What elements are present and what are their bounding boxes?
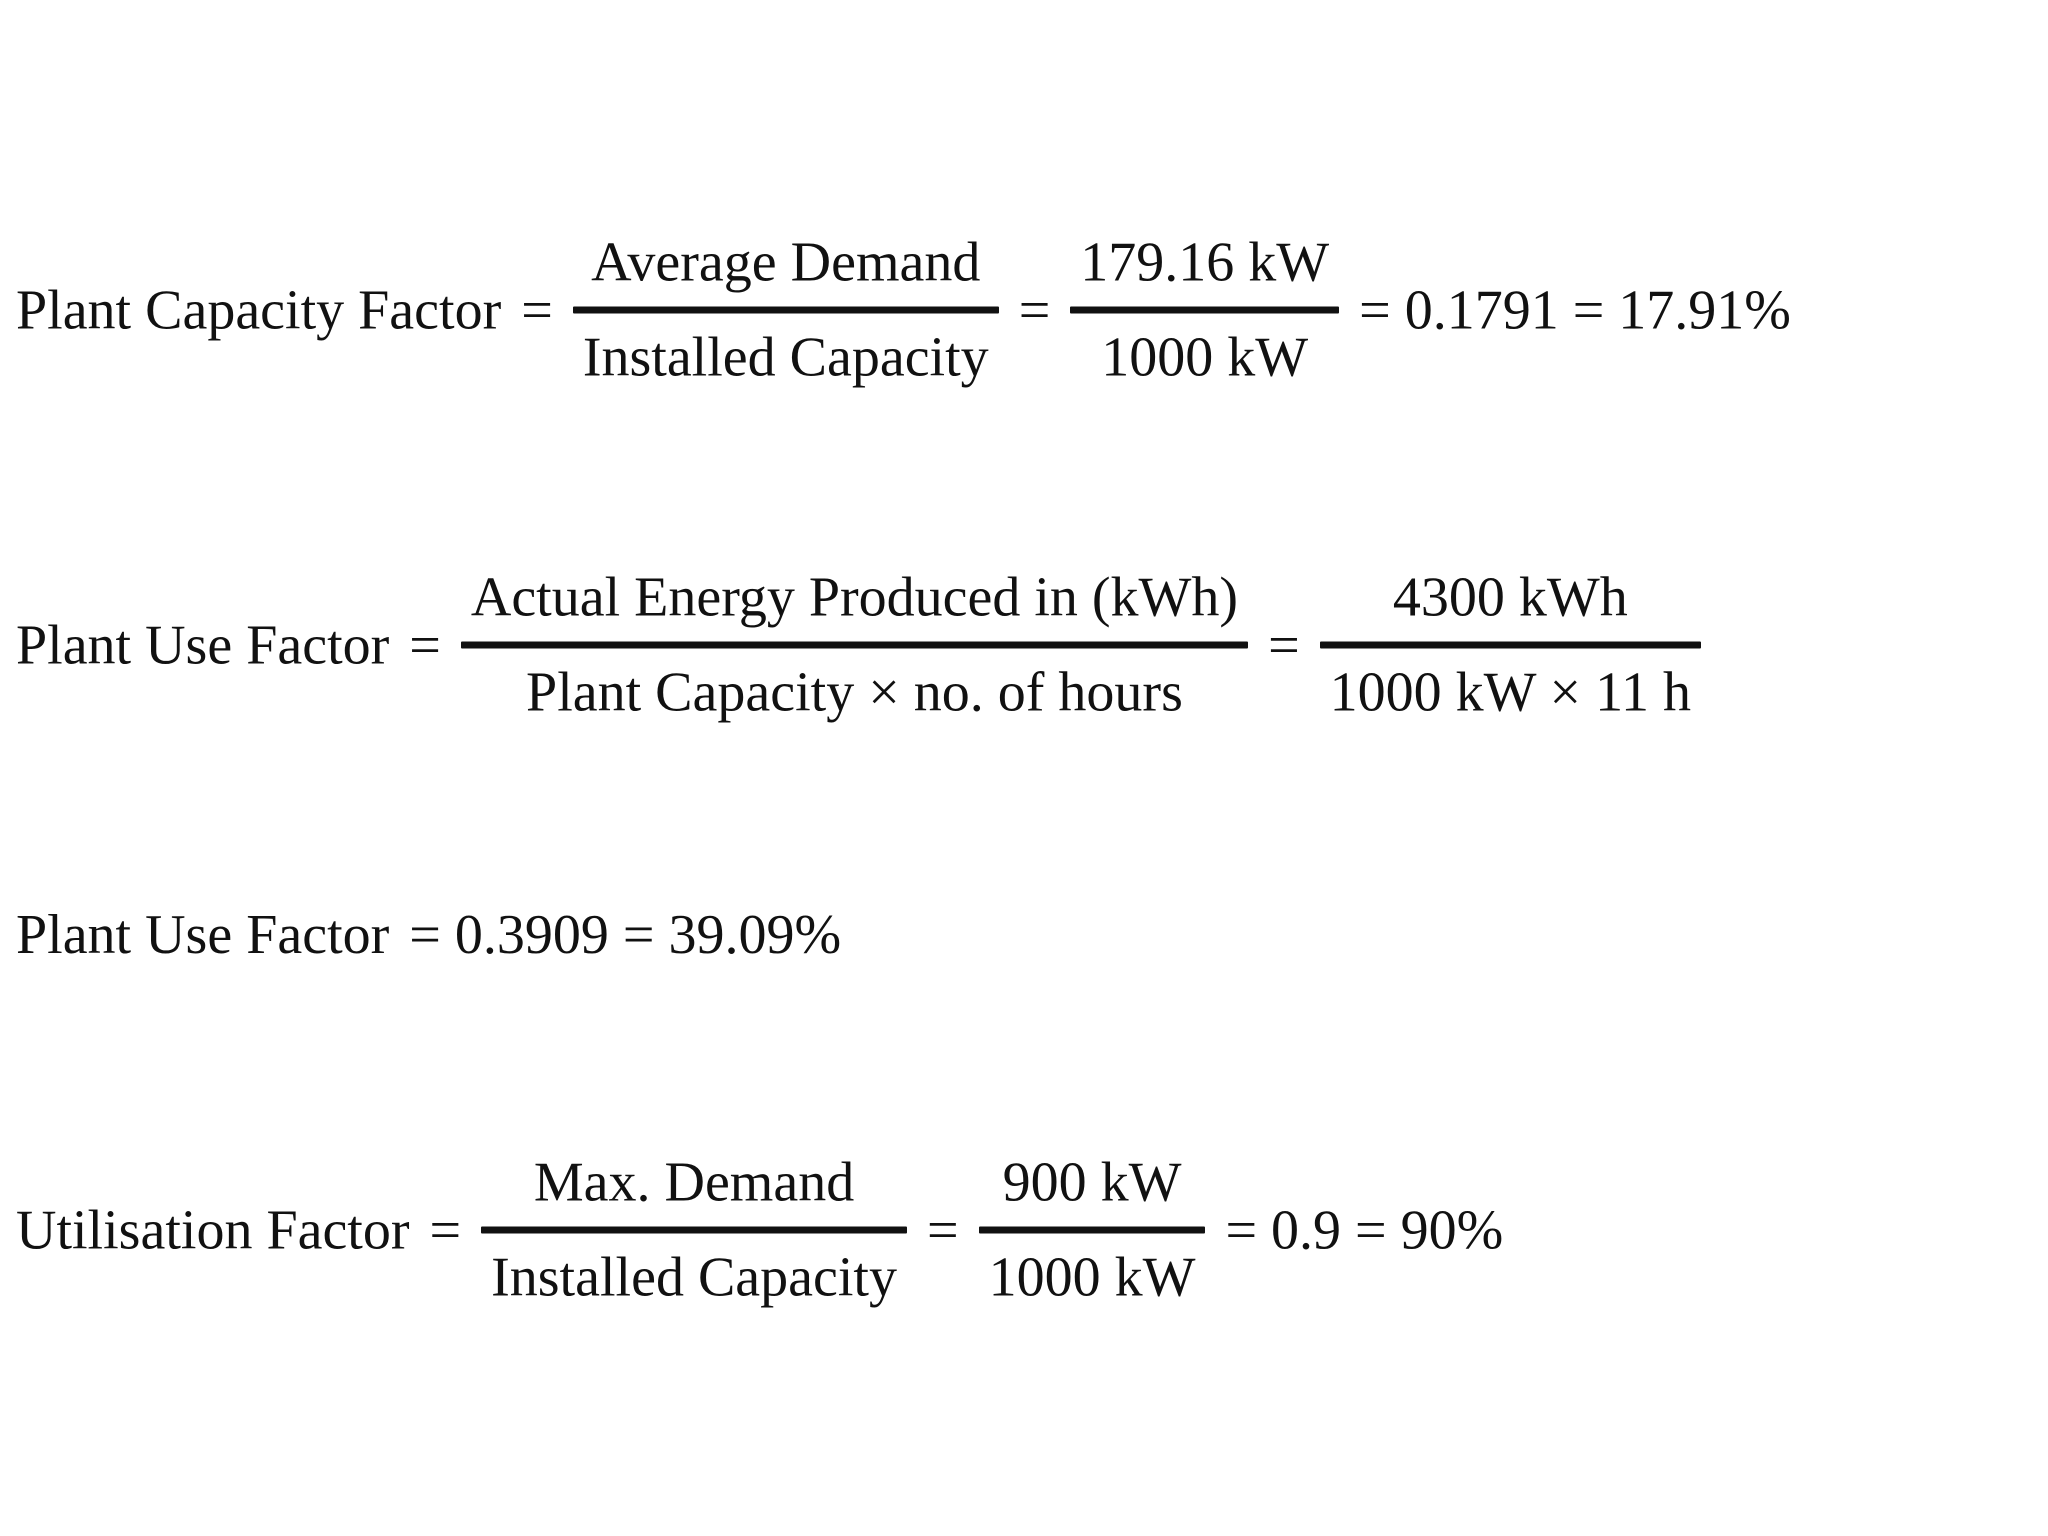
fraction-numerator: Actual Energy Produced in (kWh) [470, 566, 1239, 629]
fraction-bar [481, 1226, 907, 1234]
equation-result: = 0.1791 = 17.91% [1359, 279, 1791, 341]
fraction-denominator: 1000 kW × 11 h [1329, 661, 1692, 724]
equation-label: Plant Use Factor [16, 614, 390, 676]
equation-utilisation-factor: Utilisation Factor = Max. Demand Install… [16, 1151, 1503, 1310]
fraction-bar [1319, 641, 1702, 649]
equals-sign: = [521, 279, 553, 341]
equation-plant-use-factor-result: Plant Use Factor = 0.3909 = 39.09% [16, 903, 841, 967]
values-fraction: 900 kW 1000 kW [978, 1151, 1206, 1310]
fraction-numerator: 4300 kWh [1392, 566, 1628, 629]
fraction-denominator: Installed Capacity [491, 1246, 897, 1309]
definition-fraction: Max. Demand Installed Capacity [481, 1151, 907, 1310]
fraction-numerator: 900 kW [1002, 1151, 1182, 1214]
equation-label: Plant Capacity Factor [16, 279, 502, 341]
fraction-numerator: 179.16 kW [1080, 231, 1330, 294]
equation-label: Utilisation Factor [16, 1199, 410, 1261]
equals-sign: = [1018, 279, 1051, 341]
equation-result: = 0.3909 = 39.09% [409, 904, 842, 966]
values-fraction: 179.16 kW 1000 kW [1070, 231, 1340, 390]
fraction-bar [460, 641, 1249, 649]
values-fraction: 4300 kWh 1000 kW × 11 h [1319, 566, 1702, 725]
fraction-numerator: Max. Demand [533, 1151, 855, 1214]
equals-sign: = [409, 614, 441, 676]
fraction-bar [572, 306, 999, 314]
fraction-denominator: 1000 kW [988, 1246, 1196, 1309]
definition-fraction: Average Demand Installed Capacity [572, 231, 999, 390]
fraction-numerator: Average Demand [591, 231, 981, 294]
fraction-denominator: 1000 kW [1101, 326, 1309, 389]
equation-label: Plant Use Factor [16, 904, 390, 966]
equals-sign: = [926, 1199, 959, 1261]
equals-sign: = [1268, 614, 1300, 676]
fraction-bar [978, 1226, 1206, 1234]
equation-plant-capacity-factor: Plant Capacity Factor = Average Demand I… [16, 231, 1791, 390]
fraction-bar [1070, 306, 1340, 314]
equation-plant-use-factor: Plant Use Factor = Actual Energy Produce… [16, 566, 1702, 725]
equation-result: = 0.9 = 90% [1225, 1199, 1504, 1261]
fraction-denominator: Installed Capacity [582, 326, 989, 389]
equals-sign: = [429, 1199, 462, 1261]
definition-fraction: Actual Energy Produced in (kWh) Plant Ca… [460, 566, 1249, 725]
fraction-denominator: Plant Capacity × no. of hours [526, 661, 1183, 724]
